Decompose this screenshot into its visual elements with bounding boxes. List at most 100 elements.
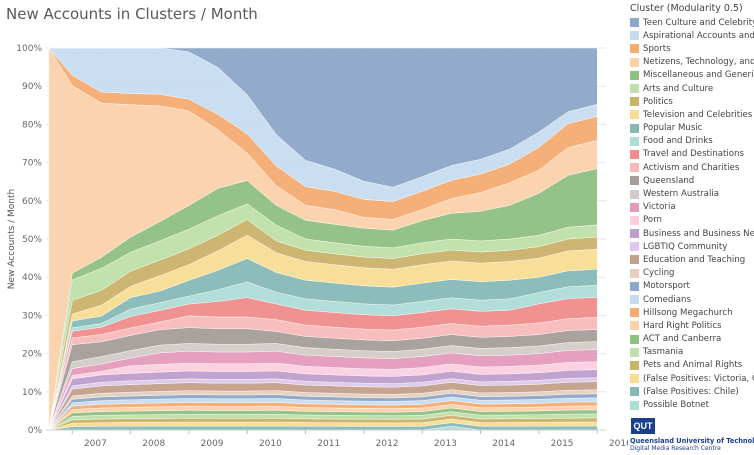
x-tick-label: 2014 bbox=[492, 439, 515, 449]
legend-item[interactable]: Television and Celebrities bbox=[630, 108, 754, 121]
x-tick-label: 2007 bbox=[84, 439, 107, 449]
legend-item[interactable]: (False Positives: Victoria, C.. bbox=[630, 372, 754, 385]
x-tick-label: 2008 bbox=[142, 439, 165, 449]
x-tick-label: 2013 bbox=[434, 439, 457, 449]
legend-title: Cluster (Modularity 0.5) bbox=[630, 3, 743, 14]
legend-label: Food and Drinks bbox=[643, 136, 713, 147]
legend-swatch bbox=[630, 281, 639, 291]
x-tick-label: 2011 bbox=[317, 439, 340, 449]
qut-logo: QUT Queensland University of Technology … bbox=[630, 418, 754, 454]
legend-item[interactable]: Victoria bbox=[630, 201, 754, 214]
legend-item[interactable]: Education and Teaching bbox=[630, 253, 754, 266]
x-tick-label: 2009 bbox=[201, 439, 224, 449]
legend-label: Education and Teaching bbox=[643, 254, 746, 265]
legend-item[interactable]: Business and Business News bbox=[630, 227, 754, 240]
legend-item[interactable]: Pets and Animal Rights bbox=[630, 359, 754, 372]
legend-item[interactable]: Miscellaneous and Generic bbox=[630, 69, 754, 82]
legend-label: Porn bbox=[643, 215, 662, 226]
legend-item[interactable]: Queensland bbox=[630, 174, 754, 187]
legend-label: (False Positives: Chile) bbox=[643, 386, 739, 397]
legend-swatch bbox=[630, 321, 639, 331]
legend-swatch bbox=[630, 255, 639, 265]
legend-item[interactable]: Hard Right Politics bbox=[630, 319, 754, 332]
legend-swatch bbox=[630, 97, 639, 107]
legend-swatch bbox=[630, 176, 639, 186]
x-tick-label: 2010 bbox=[259, 439, 282, 449]
legend-item[interactable]: Food and Drinks bbox=[630, 135, 754, 148]
y-axis-label: New Accounts / Month bbox=[7, 189, 17, 289]
legend-swatch bbox=[630, 31, 639, 41]
legend-item[interactable]: (False Positives: Chile) bbox=[630, 385, 754, 398]
legend-label: Possible Botnet bbox=[643, 400, 709, 411]
legend-swatch bbox=[630, 84, 639, 94]
legend-label: ACT and Canberra bbox=[643, 334, 722, 345]
legend-item[interactable]: Motorsport bbox=[630, 280, 754, 293]
legend-label: Arts and Culture bbox=[643, 83, 714, 94]
legend-label: Aspirational Accounts and .. bbox=[643, 30, 754, 41]
legend-item[interactable]: Tasmania bbox=[630, 346, 754, 359]
legend-swatch bbox=[630, 123, 639, 133]
legend-item[interactable]: Politics bbox=[630, 95, 754, 108]
legend-label: Motorsport bbox=[643, 281, 690, 292]
legend-item[interactable]: Hillsong Megachurch bbox=[630, 306, 754, 319]
legend-swatch bbox=[630, 110, 639, 120]
legend-item[interactable]: Possible Botnet bbox=[630, 398, 754, 411]
legend-label: Pets and Animal Rights bbox=[643, 360, 743, 371]
x-tick-label: 2015 bbox=[551, 439, 574, 449]
y-tick-label: 30% bbox=[22, 311, 42, 321]
legend-item[interactable]: Western Australia bbox=[630, 187, 754, 200]
legend-swatch bbox=[630, 268, 639, 278]
legend-label: Cycling bbox=[643, 268, 675, 279]
legend-item[interactable]: Sports bbox=[630, 42, 754, 55]
legend-item[interactable]: LGBTIQ Community bbox=[630, 240, 754, 253]
legend-label: Comedians bbox=[643, 294, 691, 305]
legend-item[interactable]: Travel and Destinations bbox=[630, 148, 754, 161]
legend-label: Politics bbox=[643, 96, 673, 107]
legend-item[interactable]: Porn bbox=[630, 214, 754, 227]
legend-swatch bbox=[630, 215, 639, 225]
legend-label: Tasmania bbox=[643, 347, 684, 358]
legend-label: Hard Right Politics bbox=[643, 320, 722, 331]
legend-label: Travel and Destinations bbox=[643, 149, 744, 160]
legend-label: Popular Music bbox=[643, 123, 703, 134]
legend: Cluster (Modularity 0.5) Teen Culture an… bbox=[630, 3, 754, 412]
legend-item[interactable]: Activism and Charities bbox=[630, 161, 754, 174]
legend-swatch bbox=[630, 360, 639, 370]
legend-item[interactable]: Netizens, Technology, and .. bbox=[630, 56, 754, 69]
legend-items: Teen Culture and Celebrity .. Aspirationa… bbox=[630, 16, 754, 412]
legend-item[interactable]: Teen Culture and Celebrity .. bbox=[630, 16, 754, 29]
legend-swatch bbox=[630, 308, 639, 318]
y-tick-label: 100% bbox=[16, 44, 42, 54]
y-tick-label: 80% bbox=[22, 120, 42, 130]
legend-label: Hillsong Megachurch bbox=[643, 307, 733, 318]
legend-item[interactable]: Cycling bbox=[630, 267, 754, 280]
legend-label: LGBTIQ Community bbox=[643, 241, 728, 252]
legend-swatch bbox=[630, 57, 639, 67]
legend-swatch bbox=[630, 295, 639, 305]
legend-swatch bbox=[630, 387, 639, 397]
legend-label: Activism and Charities bbox=[643, 162, 740, 173]
legend-label: Miscellaneous and Generic bbox=[643, 70, 754, 81]
area-chart: 0% 10% 20% 30% 40% 50% 60% 70% 80% 90% 100% New Acc… bbox=[7, 44, 628, 449]
legend-swatch bbox=[630, 334, 639, 344]
legend-item[interactable]: ACT and Canberra bbox=[630, 333, 754, 346]
legend-label: Business and Business News bbox=[643, 228, 754, 239]
logo-centre-name: Digital Media Research Centre bbox=[630, 445, 721, 452]
legend-swatch bbox=[630, 189, 639, 199]
y-tick-label: 90% bbox=[22, 82, 42, 92]
legend-item[interactable]: Arts and Culture bbox=[630, 82, 754, 95]
logo-university-name: Queensland University of Technology bbox=[630, 437, 754, 445]
legend-swatch bbox=[630, 400, 639, 410]
legend-item[interactable]: Popular Music bbox=[630, 122, 754, 135]
legend-swatch bbox=[630, 163, 639, 173]
y-tick-label: 10% bbox=[22, 388, 42, 398]
legend-swatch bbox=[630, 242, 639, 252]
legend-item[interactable]: Aspirational Accounts and .. bbox=[630, 29, 754, 42]
legend-swatch bbox=[630, 347, 639, 357]
legend-item[interactable]: Comedians bbox=[630, 293, 754, 306]
legend-swatch bbox=[630, 70, 639, 80]
y-tick-label: 20% bbox=[22, 350, 42, 360]
legend-swatch bbox=[630, 229, 639, 239]
legend-swatch bbox=[630, 44, 639, 54]
legend-swatch bbox=[630, 202, 639, 212]
